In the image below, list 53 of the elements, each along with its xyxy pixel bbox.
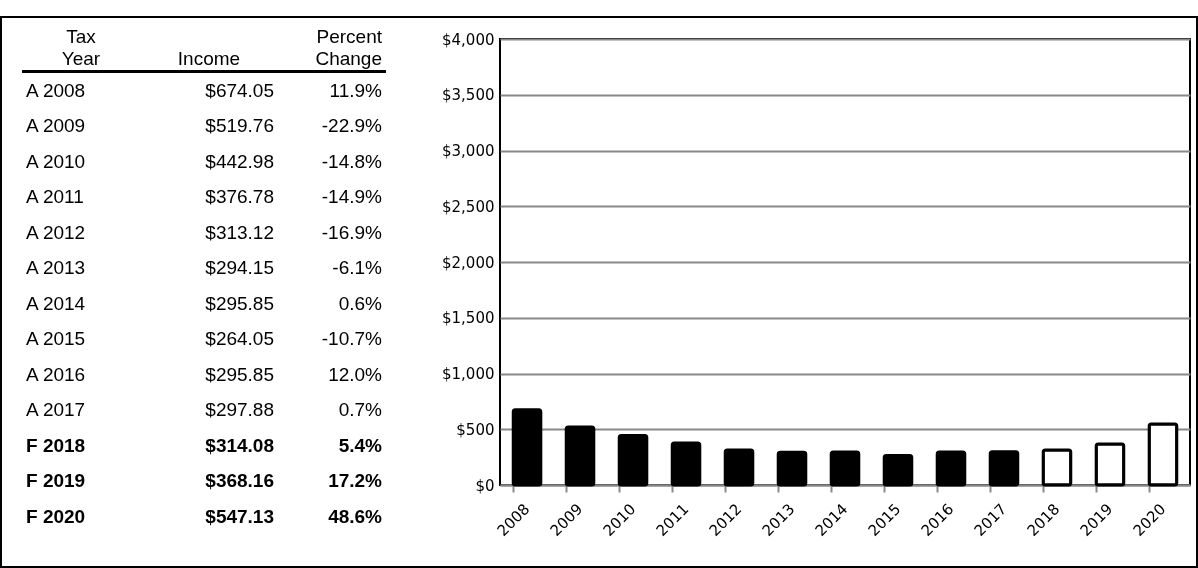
text: $264.05 xyxy=(204,327,275,352)
text: $376.78 xyxy=(204,185,275,210)
text: -10.7% xyxy=(320,327,383,352)
text: $314.08 xyxy=(204,433,275,458)
text: -22.9% xyxy=(320,114,383,139)
text: $368.16 xyxy=(204,469,275,494)
text: A 2013 xyxy=(25,256,87,281)
text: 17.2% xyxy=(327,469,383,494)
text: F 2019 xyxy=(25,469,87,494)
y-tick-label: $3,000 xyxy=(442,142,495,160)
y-tick-label: $1,500 xyxy=(442,309,495,328)
text: A 2008 xyxy=(25,78,87,103)
text: -6.1% xyxy=(331,256,383,281)
text: 11.9% xyxy=(328,78,383,103)
text: A 2015 xyxy=(25,327,87,352)
text: A 2010 xyxy=(25,149,87,174)
text: Tax xyxy=(65,26,97,48)
text: 48.6% xyxy=(327,504,383,529)
text: A 2014 xyxy=(25,291,87,316)
text: A 2017 xyxy=(25,398,87,423)
text: Income xyxy=(140,48,278,72)
text: Percent xyxy=(315,26,383,48)
y-tick-label: $1,000 xyxy=(442,365,495,383)
text: $295.85 xyxy=(204,362,275,387)
text: Change xyxy=(278,48,386,72)
text: Year xyxy=(22,48,140,72)
text: A 2012 xyxy=(25,220,87,245)
text: $297.88 xyxy=(204,398,275,423)
text: -14.8% xyxy=(320,149,383,174)
y-tick-label: $4,000 xyxy=(442,30,495,49)
text: $547.13 xyxy=(204,504,275,529)
text: A 2016 xyxy=(25,362,87,387)
text: 12.0% xyxy=(327,362,383,387)
text: F 2020 xyxy=(25,504,87,529)
y-tick-label: $500 xyxy=(456,420,495,439)
text: A 2009 xyxy=(25,114,87,139)
text: $313.12 xyxy=(204,220,275,245)
y-tick-label: $2,000 xyxy=(442,253,495,272)
text: $519.76 xyxy=(204,114,275,139)
text: 0.6% xyxy=(337,291,383,316)
text: $294.15 xyxy=(204,256,275,281)
text: A 2011 xyxy=(25,185,85,210)
text: -14.9% xyxy=(320,185,383,210)
y-tick-label: $2,500 xyxy=(442,197,495,216)
text: $295.85 xyxy=(204,291,275,316)
text: 0.7% xyxy=(337,398,383,423)
text: F 2018 xyxy=(25,433,87,458)
y-tick-label: $0 xyxy=(475,476,495,495)
text: 5.4% xyxy=(337,433,383,458)
text: $674.05 xyxy=(204,78,275,103)
text: -16.9% xyxy=(320,220,383,245)
y-tick-label: $3,500 xyxy=(442,86,495,105)
text: $442.98 xyxy=(204,149,275,174)
